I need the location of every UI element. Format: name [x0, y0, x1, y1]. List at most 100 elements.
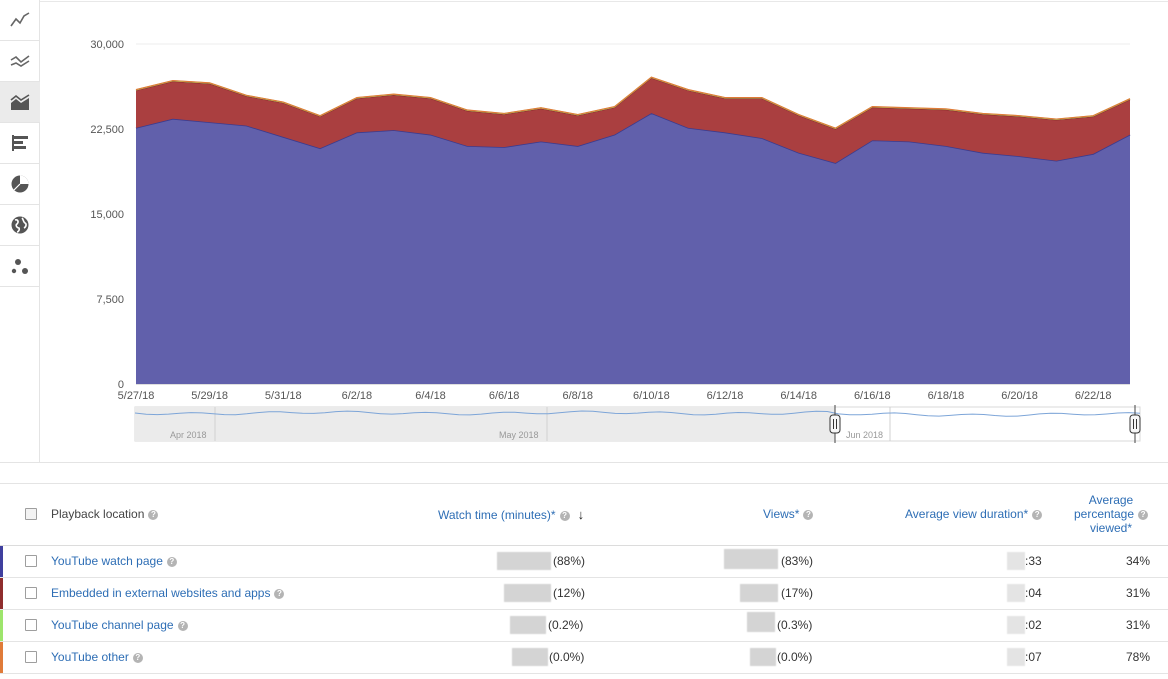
y-tick-label: 22,500 [90, 124, 124, 136]
redacted-value [750, 648, 776, 666]
area-series-1[interactable] [136, 78, 1130, 163]
watch-time-header[interactable]: Watch time (minutes)*? ↓ [438, 507, 585, 522]
x-tick-label: 5/27/18 [118, 390, 155, 402]
x-tick-label: 6/6/18 [489, 390, 520, 402]
views-share: (17%) [781, 586, 814, 600]
x-tick-label: 6/18/18 [928, 390, 965, 402]
watch-time-share: (12%) [553, 586, 586, 600]
bar-chart-icon [12, 135, 28, 151]
average-percentage-viewed: 34% [1125, 554, 1150, 568]
table-row: Embedded in external websites and apps? … [0, 578, 1168, 610]
redacted-value [1007, 552, 1025, 570]
x-tick-label: 6/14/18 [780, 390, 817, 402]
x-tick-label: 6/16/18 [854, 390, 891, 402]
average-view-duration: :07 [1025, 650, 1042, 664]
average-percentage-viewed: 31% [1125, 618, 1150, 632]
row-checkbox[interactable] [25, 619, 37, 631]
watch-time-share: (0.0%) [549, 650, 585, 664]
help-icon[interactable]: ? [177, 620, 188, 631]
x-tick-label: 6/22/18 [1075, 390, 1112, 402]
redacted-value [747, 612, 775, 632]
help-icon[interactable]: ? [166, 556, 177, 567]
redacted-value [1007, 584, 1025, 602]
series-color-indicator [0, 578, 3, 609]
help-icon[interactable]: ? [1032, 509, 1043, 520]
average-view-duration: :02 [1025, 618, 1042, 632]
playback-location-link[interactable]: YouTube channel page? [51, 618, 188, 632]
date-range-navigator[interactable]: Apr 2018 May 2018 Jun 2018 [134, 405, 1141, 443]
help-icon[interactable]: ? [1138, 509, 1149, 520]
average-percentage-viewed: 31% [1125, 586, 1150, 600]
redacted-value [497, 552, 551, 570]
navigator-unselected-range [135, 407, 835, 441]
average-percentage-viewed: 78% [1125, 650, 1150, 664]
pie-chart-tool[interactable] [0, 164, 40, 205]
table-row: YouTube watch page? (88%) (83%) :33 34% [0, 546, 1168, 578]
x-tick-label: 6/12/18 [707, 390, 744, 402]
navigator-label-apr: Apr 2018 [170, 430, 207, 440]
row-checkbox[interactable] [25, 555, 37, 567]
bar-chart-tool[interactable] [0, 123, 40, 164]
sort-descending-icon: ↓ [577, 507, 585, 522]
views-share: (83%) [781, 554, 814, 568]
watch-time-share: (88%) [553, 554, 586, 568]
redacted-value [1007, 616, 1025, 634]
navigator-right-handle[interactable] [1129, 405, 1141, 443]
average-view-duration-header[interactable]: Average view duration*? [905, 507, 1043, 521]
map-chart-tool[interactable] [0, 205, 40, 246]
redacted-value [512, 648, 548, 666]
y-tick-label: 7,500 [96, 294, 124, 306]
x-tick-label: 6/2/18 [342, 390, 373, 402]
row-checkbox[interactable] [25, 587, 37, 599]
redacted-value [724, 549, 778, 569]
series-color-indicator [0, 642, 3, 673]
y-tick-label: 0 [118, 379, 124, 391]
average-view-duration: :33 [1025, 554, 1042, 568]
line-chart-icon [10, 12, 30, 27]
help-icon[interactable]: ? [274, 588, 285, 599]
x-tick-label: 6/10/18 [633, 390, 670, 402]
x-tick-label: 6/4/18 [415, 390, 446, 402]
table-row: YouTube other? (0.0%) (0.0%) :07 78% [0, 642, 1168, 674]
help-icon[interactable]: ? [803, 509, 814, 520]
multi-line-chart-icon [10, 55, 30, 67]
playback-location-header[interactable]: Playback location? [51, 507, 159, 521]
row-checkbox[interactable] [25, 651, 37, 663]
average-view-duration: :04 [1025, 586, 1042, 600]
views-share: (0.0%) [777, 650, 813, 664]
help-icon[interactable]: ? [132, 652, 143, 663]
redacted-value [740, 584, 778, 602]
x-tick-label: 6/20/18 [1001, 390, 1038, 402]
pie-chart-icon [11, 175, 29, 193]
watch-time-share: (0.2%) [548, 618, 584, 632]
select-all-checkbox[interactable] [25, 508, 37, 520]
help-icon[interactable]: ? [559, 510, 570, 521]
x-tick-label: 5/31/18 [265, 390, 302, 402]
table-row: YouTube channel page? (0.2%) (0.3%) :02 … [0, 610, 1168, 642]
stacked-area-chart-tool[interactable] [0, 82, 40, 123]
stacked-area-chart-icon [10, 94, 30, 110]
series-line-3 [135, 76, 1131, 129]
area-series-0[interactable] [136, 113, 1130, 384]
playback-location-table: Playback location? Watch time (minutes)*… [0, 484, 1168, 674]
series-color-indicator [0, 610, 3, 641]
series-color-indicator [0, 546, 3, 577]
x-tick-label: 5/29/18 [191, 390, 228, 402]
multi-line-chart-tool[interactable] [0, 41, 40, 82]
table-header: Playback location? Watch time (minutes)*… [0, 484, 1168, 546]
chart-type-toolbar [0, 0, 40, 462]
navigator-label-may: May 2018 [499, 430, 539, 440]
stacked-area-chart: 0 7,500 15,000 22,500 30,000 5/27/18 5/29/18 5… [90, 39, 1141, 443]
x-tick-label: 6/8/18 [562, 390, 593, 402]
average-percentage-viewed-header[interactable]: Average percentage? viewed* [1066, 493, 1156, 535]
line-chart-tool[interactable] [0, 0, 40, 41]
playback-location-link[interactable]: YouTube watch page? [51, 554, 177, 568]
help-icon[interactable]: ? [148, 509, 159, 520]
bubble-chart-icon [11, 259, 28, 274]
views-header[interactable]: Views*? [763, 507, 814, 521]
playback-location-link[interactable]: YouTube other? [51, 650, 143, 664]
bubble-chart-tool[interactable] [0, 246, 40, 287]
globe-map-icon [11, 216, 29, 234]
navigator-left-handle[interactable] [829, 405, 841, 443]
playback-location-link[interactable]: Embedded in external websites and apps? [51, 586, 285, 600]
